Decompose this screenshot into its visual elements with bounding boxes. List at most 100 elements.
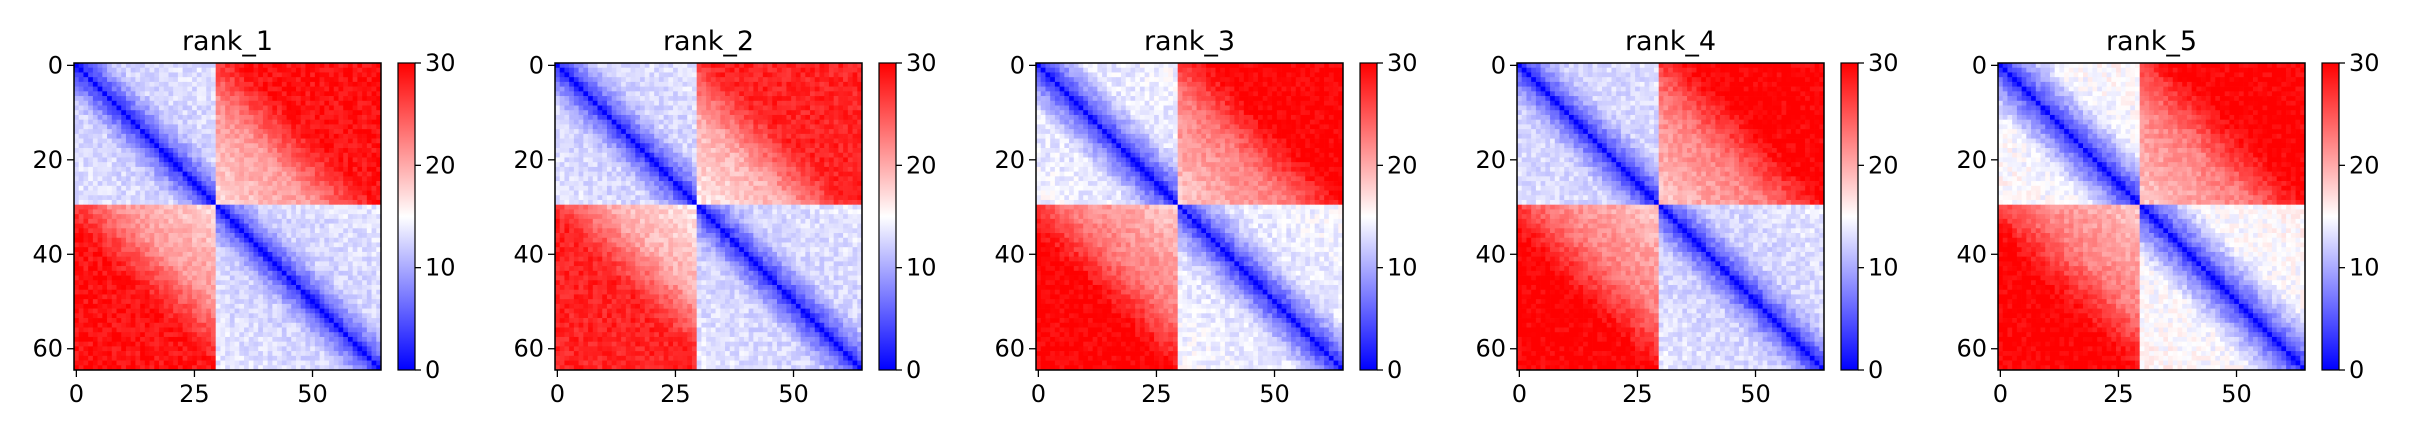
heatmap-cell [249,257,254,262]
heatmap-cell [230,68,235,73]
heatmap-cell [154,167,159,172]
heatmap-cell [140,106,145,111]
heatmap-cell [244,323,249,328]
heatmap-cell [140,129,145,134]
heatmap-cell [598,106,603,111]
heatmap-cell [305,266,310,271]
heatmap-cell [220,195,225,200]
heatmap-cell [263,96,268,101]
heatmap-cell [225,309,230,314]
heatmap-cell [258,294,263,299]
heatmap-cell [277,115,282,120]
heatmap-cell [730,63,735,68]
heatmap-cell [98,162,103,167]
heatmap-cell [301,91,306,96]
heatmap-cell [291,200,296,205]
heatmap-cell [230,200,235,205]
heatmap-cell [725,87,730,92]
heatmap-cell [649,77,654,82]
heatmap-cell [88,68,93,73]
heatmap-cell [701,106,706,111]
heatmap-cell [367,351,372,356]
heatmap-cell [230,162,235,167]
heatmap-cell [301,162,306,167]
heatmap-cell [107,106,112,111]
heatmap-cell [117,309,122,314]
heatmap-cell [178,191,183,196]
heatmap-cell [263,299,268,304]
heatmap-cell [810,77,815,82]
heatmap-cell [334,346,339,351]
heatmap-cell [277,87,282,92]
heatmap-cell [216,153,221,158]
heatmap-cell [334,327,339,332]
heatmap-cell [216,318,221,323]
heatmap-cell [235,247,240,252]
heatmap-cell [654,115,659,120]
heatmap-cell [253,361,258,366]
heatmap-cell [348,77,353,82]
heatmap-cell [178,91,183,96]
heatmap-cell [324,157,329,162]
heatmap-cell [74,72,79,77]
heatmap-cell [178,209,183,214]
heatmap-cell [362,181,367,186]
heatmap-cell [329,153,334,158]
heatmap-cell [287,318,292,323]
heatmap-cell [673,87,678,92]
heatmap-cell [810,87,815,92]
heatmap-cell [645,63,650,68]
heatmap-cell [268,63,273,68]
heatmap-cell [249,209,254,214]
heatmap-cell [202,124,207,129]
heatmap-cell [607,77,612,82]
heatmap-cell [805,77,810,82]
heatmap-cell [555,115,560,120]
heatmap-cell [320,205,325,210]
heatmap-cell [310,72,315,77]
heatmap-cell [154,224,159,229]
heatmap-cell [206,318,211,323]
heatmap-cell [239,313,244,318]
heatmap-cell [753,68,758,73]
heatmap-cell [159,181,164,186]
heatmap-cell [301,327,306,332]
heatmap-cell [220,361,225,366]
heatmap-cell [287,351,292,356]
heatmap-cell [154,120,159,125]
heatmap-cell [654,106,659,111]
heatmap-cell [310,148,315,153]
heatmap-cell [626,72,631,77]
heatmap-cell [244,247,249,252]
heatmap-cell [239,77,244,82]
heatmap-cell [711,96,716,101]
heatmap-cell [555,63,560,68]
heatmap-cell [324,318,329,323]
heatmap-cell [320,238,325,243]
heatmap-cell [107,139,112,144]
heatmap-cell [168,219,173,224]
heatmap-cell [121,87,126,92]
heatmap-cell [121,172,126,177]
heatmap-cell [216,124,221,129]
heatmap-cell [320,186,325,191]
heatmap-cell [88,290,93,295]
heatmap-cell [131,110,136,115]
heatmap-cell [583,96,588,101]
heatmap-cell [168,106,173,111]
heatmap-cell [145,162,150,167]
heatmap-cell [692,96,697,101]
heatmap-cell [98,129,103,134]
heatmap-cell [602,106,607,111]
heatmap-cell [357,134,362,139]
heatmap-cell [220,261,225,266]
heatmap-cell [145,172,150,177]
heatmap-cell [338,342,343,347]
heatmap-cell [79,228,84,233]
heatmap-cell [353,271,358,276]
heatmap-cell [216,143,221,148]
heatmap-cell [216,157,221,162]
heatmap-cell [145,96,150,101]
heatmap-cell [131,247,136,252]
heatmap-cell [744,82,749,87]
